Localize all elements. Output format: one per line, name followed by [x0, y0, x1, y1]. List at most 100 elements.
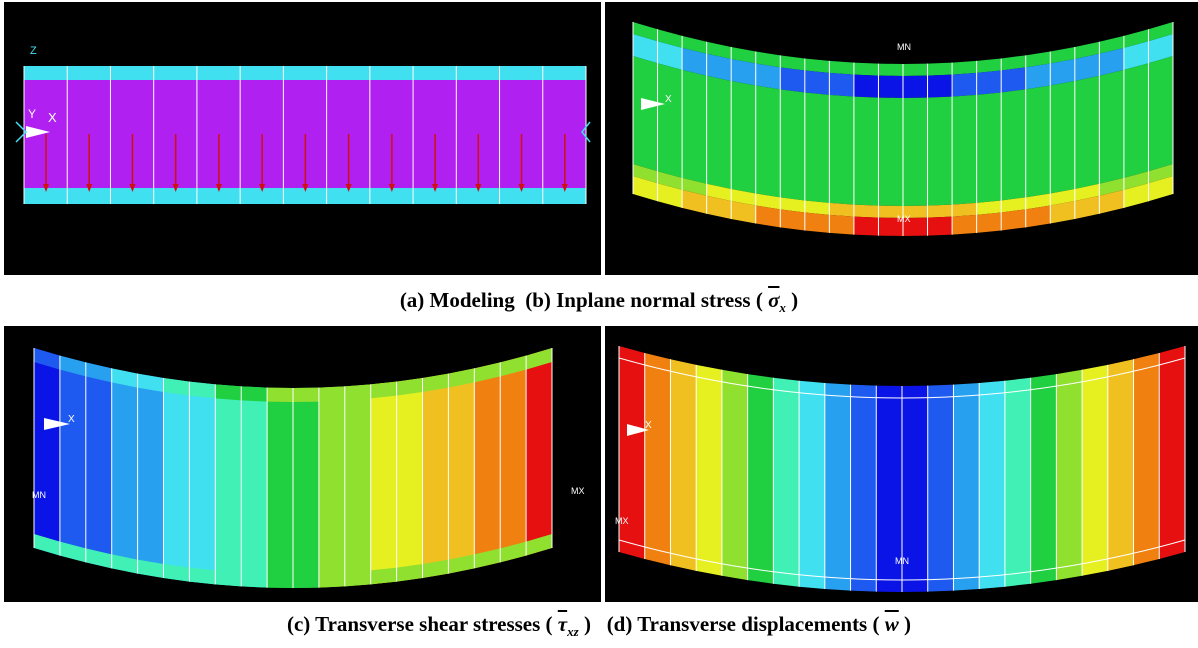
stress-cell — [829, 60, 854, 75]
load-arrowhead — [518, 184, 525, 192]
caption-d-prefix: (d) Transverse displacements ( — [606, 612, 880, 636]
shear-top-cell — [474, 362, 501, 383]
axis-x-label: X — [665, 94, 672, 105]
displacement-cell — [1056, 369, 1083, 581]
stress-cell — [1148, 176, 1173, 202]
stress-cell — [633, 34, 658, 64]
stress-cell — [1123, 183, 1149, 208]
stress-cell — [903, 217, 928, 236]
stress-cell — [878, 205, 903, 218]
shear-cell — [215, 384, 242, 587]
stress-cell — [1099, 35, 1124, 54]
stress-cell — [1001, 209, 1026, 231]
stress-cell — [706, 53, 732, 81]
displacement-cell — [1004, 377, 1031, 587]
displacement-cell — [850, 384, 877, 592]
triad-marker — [627, 424, 649, 436]
stress-cell — [952, 202, 977, 217]
stress-cell — [952, 72, 977, 97]
stress-cell — [1050, 46, 1075, 64]
caption-top: (a) Modeling (b) Inplane normal stress (… — [0, 288, 1198, 316]
load-arrowhead — [86, 184, 93, 192]
shear-cell — [500, 355, 527, 563]
stress-cell — [952, 60, 977, 75]
stress-cell — [1050, 200, 1075, 224]
stress-cell — [853, 74, 879, 98]
stress-cell — [927, 62, 953, 76]
shear-cell — [34, 348, 60, 556]
load-arrowhead — [475, 184, 482, 192]
shear-bottom-cell — [189, 567, 216, 585]
triad-marker — [26, 126, 50, 138]
shear-top-cell — [34, 348, 60, 370]
stress-cell — [804, 58, 830, 73]
stress-cell — [1050, 80, 1075, 194]
max-label: MX — [897, 214, 911, 224]
shear-bottom-cell — [34, 534, 60, 556]
caption-d-suffix: ) — [904, 612, 911, 636]
load-arrowhead — [345, 184, 352, 192]
stress-cell — [853, 62, 879, 76]
shear-cell — [241, 386, 268, 588]
stress-cell — [1074, 195, 1100, 219]
stress-cell — [657, 171, 683, 190]
shear-bottom-cell — [474, 548, 501, 569]
stress-cell — [1050, 58, 1075, 86]
triad-marker — [641, 98, 665, 110]
caption-a: (a) Modeling — [399, 288, 515, 312]
shear-bottom-cell — [422, 559, 449, 578]
shear-cell — [318, 386, 345, 588]
stress-cell — [633, 22, 658, 42]
mesh-line — [618, 357, 1186, 399]
load-arrowhead — [432, 184, 439, 192]
triad-marker — [44, 418, 70, 430]
stress-cell — [755, 205, 781, 228]
sigma-symbol: σ — [768, 288, 780, 312]
stress-cell — [731, 188, 756, 206]
stress-cell — [853, 204, 879, 218]
displacement-cell — [1159, 346, 1185, 559]
stress-cell — [657, 183, 683, 208]
inplane-stress-contour: MN MX X — [632, 22, 1174, 236]
stress-cell — [780, 89, 805, 201]
caption-b-prefix: (b) Inplane normal stress ( — [525, 288, 763, 312]
modeling-view: Z Y X — [15, 45, 591, 204]
stress-cell — [780, 209, 805, 231]
stress-cell — [633, 176, 658, 202]
stress-cell — [1001, 197, 1026, 213]
displacement-cell — [670, 359, 697, 571]
stress-cell — [1074, 53, 1100, 81]
stress-cell — [731, 58, 756, 86]
stress-cell — [682, 35, 707, 54]
shear-cell — [422, 373, 449, 578]
right-support — [581, 121, 591, 143]
stress-cell — [878, 217, 903, 236]
shear-top-cell — [370, 381, 397, 399]
displacement-cell — [696, 364, 722, 576]
shear-bottom-cell — [396, 564, 423, 582]
mesh-line — [618, 539, 1186, 581]
stress-cell — [780, 197, 805, 213]
stress-cell — [1123, 171, 1149, 190]
stress-cell — [903, 75, 928, 98]
stress-cell — [1025, 51, 1051, 68]
shear-bottom-cell — [111, 554, 138, 574]
stress-cell — [780, 55, 805, 71]
shear-cell — [267, 387, 293, 588]
stress-cell — [755, 85, 781, 198]
shear-cell — [85, 362, 112, 569]
displacement-cell — [644, 352, 671, 566]
displacement-cell — [619, 346, 645, 559]
axis-z-label: Z — [30, 45, 37, 57]
load-arrowhead — [561, 184, 568, 192]
shear-bottom-cell — [163, 564, 190, 582]
stress-cell — [706, 41, 732, 59]
sigma-subscript: x — [779, 300, 786, 315]
displacement-cell — [902, 385, 928, 592]
stress-cell — [878, 63, 903, 76]
stress-cell — [755, 51, 781, 68]
shear-stress-panel: MN MX X — [4, 326, 601, 602]
stress-cell — [706, 195, 732, 219]
stress-cell — [976, 212, 1002, 233]
stress-cell — [1001, 55, 1026, 71]
